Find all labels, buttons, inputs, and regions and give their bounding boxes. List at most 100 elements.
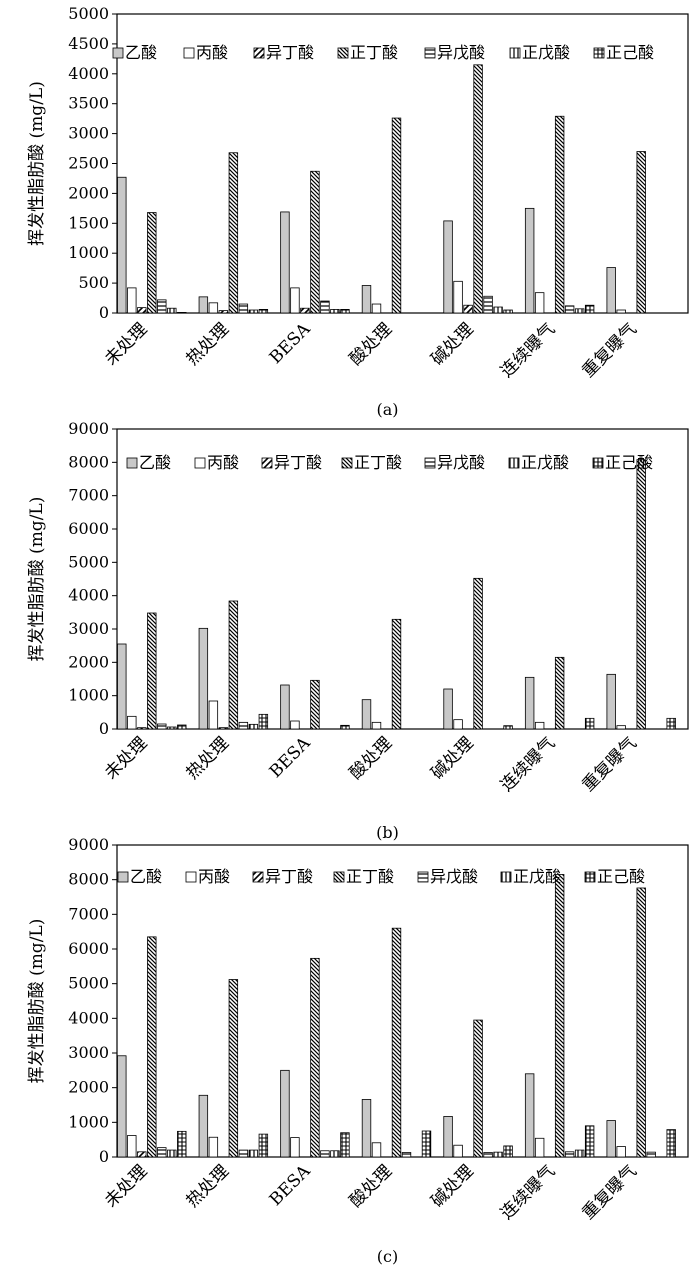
- bar-正己酸-酸处理: [421, 1130, 432, 1158]
- y-tick-label: 8000: [68, 870, 109, 889]
- category-label: 重复曝气: [579, 319, 641, 381]
- legend-entry: 异戊酸: [437, 453, 485, 472]
- legend-swatch: [126, 457, 138, 469]
- bar-正己酸-连续曝气: [584, 1125, 595, 1158]
- legend-entry: 乙酸: [130, 867, 162, 886]
- bar-正戊酸-热处理: [248, 309, 259, 314]
- bar-乙酸-重复曝气: [606, 267, 616, 314]
- bar-丙酸-热处理: [208, 302, 219, 314]
- y-tick-label: 1000: [68, 686, 109, 705]
- y-tick-label: 3000: [68, 1043, 109, 1062]
- bar-正己酸-连续曝气: [584, 304, 595, 314]
- plot-frame: [116, 428, 689, 730]
- bar-正丁酸-酸处理: [391, 117, 402, 314]
- bar-正丁酸-连续曝气: [554, 874, 565, 1158]
- bar-正丁酸-酸处理: [391, 927, 402, 1158]
- y-tick-label: 8000: [68, 452, 109, 471]
- bar-正己酸-未处理: [177, 724, 187, 730]
- bar-正戊酸-碱处理: [493, 306, 503, 314]
- bar-异丁酸-未处理: [137, 307, 147, 314]
- bar-丙酸-重复曝气: [616, 725, 626, 730]
- bar-正丁酸-碱处理: [473, 1019, 483, 1158]
- bar-正丁酸-重复曝气: [636, 459, 646, 730]
- bar-正戊酸-未处理: [167, 307, 177, 314]
- y-tick-label: 6000: [68, 519, 109, 538]
- bar-乙酸-未处理: [117, 1055, 127, 1158]
- legend-swatch: [592, 457, 604, 469]
- bar-乙酸-连续曝气: [524, 1073, 535, 1158]
- y-tick-label: 4000: [68, 64, 109, 83]
- legend-entry: 正戊酸: [513, 867, 561, 886]
- category-label: 重复曝气: [579, 733, 641, 795]
- bar-异丁酸-未处理: [137, 1151, 147, 1158]
- bar-正己酸-重复曝气: [666, 717, 676, 730]
- legend-entry: 乙酸: [125, 43, 157, 62]
- legend-swatch: [500, 871, 512, 883]
- bar-丙酸-连续曝气: [534, 292, 545, 314]
- category-label: BESA: [266, 1161, 315, 1210]
- bar-正己酸-碱处理: [503, 725, 513, 730]
- legend-swatch: [333, 871, 345, 883]
- y-tick-label: 6000: [68, 939, 109, 958]
- panel-label: (b): [376, 823, 399, 842]
- legend-entry: 正丁酸: [346, 867, 394, 886]
- bar-正丁酸-热处理: [228, 600, 239, 730]
- y-axis-label: 挥发性脂肪酸 (mg/L): [27, 81, 47, 246]
- legend-swatch: [509, 47, 521, 59]
- bar-正己酸-BESA: [340, 309, 350, 314]
- bar-正丁酸-未处理: [147, 612, 157, 730]
- category-label: 酸处理: [346, 733, 396, 783]
- bar-正丁酸-连续曝气: [554, 115, 565, 314]
- bar-正丁酸-BESA: [310, 679, 320, 730]
- y-tick-label: 0: [99, 303, 109, 322]
- bar-乙酸-BESA: [280, 684, 290, 730]
- bar-丙酸-酸处理: [371, 1142, 382, 1158]
- bar-正己酸-热处理: [258, 1133, 269, 1158]
- category-label: 热处理: [183, 1161, 233, 1211]
- chart-panel-2: 0 1000 2000 3000 4000 5000 6000 7000 8000 9000 挥发性…: [27, 835, 689, 1266]
- category-label: 连续曝气: [497, 1161, 559, 1223]
- bar-乙酸-BESA: [280, 211, 290, 314]
- bar-正戊酸-热处理: [248, 723, 259, 730]
- bar-正戊酸-连续曝气: [574, 308, 585, 314]
- bar-丙酸-碱处理: [453, 280, 463, 314]
- bar-丙酸-碱处理: [453, 719, 463, 730]
- legend-entry: 丙酸: [198, 867, 230, 886]
- legend-swatch: [261, 457, 273, 469]
- bar-丙酸-未处理: [127, 1135, 137, 1158]
- y-axis-label: 挥发性脂肪酸 (mg/L): [27, 919, 47, 1084]
- bar-乙酸-热处理: [198, 1094, 209, 1158]
- bar-异戊酸-热处理: [238, 721, 249, 730]
- bar-异戊酸-连续曝气: [564, 305, 575, 314]
- y-tick-label: 7000: [68, 486, 109, 505]
- bar-异戊酸-连续曝气: [564, 1151, 575, 1158]
- y-tick-label: 2500: [68, 154, 109, 173]
- bar-正丁酸-碱处理: [473, 577, 483, 730]
- bar-正戊酸-热处理: [248, 1149, 259, 1158]
- bar-正丁酸-未处理: [147, 936, 157, 1158]
- legend-entry: 乙酸: [139, 453, 171, 472]
- bar-正己酸-热处理: [258, 309, 269, 314]
- bar-正丁酸-重复曝气: [636, 887, 646, 1158]
- chart-panels: 0 500 1000 1500 2000 2500 3000 3500 4000 4500 5000…: [27, 4, 689, 1266]
- category-label: 酸处理: [346, 1161, 396, 1211]
- y-tick-label: 4000: [68, 1008, 109, 1027]
- chart-panel-1: 0 1000 2000 3000 4000 5000 6000 7000 8000 9000 挥发性…: [27, 419, 689, 842]
- legend-entry: 正戊酸: [522, 43, 570, 62]
- bar-正戊酸-未处理: [167, 726, 177, 730]
- category-label: 碱处理: [427, 733, 477, 783]
- y-tick-label: 2000: [68, 183, 109, 202]
- y-tick-label: 1000: [68, 243, 109, 262]
- legend-entry: 异丁酸: [265, 867, 313, 886]
- legend-swatch: [508, 457, 520, 469]
- bar-异戊酸-重复曝气: [646, 1151, 656, 1158]
- bar-丙酸-未处理: [127, 715, 137, 730]
- bar-丙酸-酸处理: [371, 721, 382, 730]
- bar-乙酸-热处理: [198, 627, 209, 730]
- bar-正丁酸-BESA: [310, 170, 320, 314]
- category-label: 未处理: [101, 1161, 151, 1211]
- y-tick-label: 2000: [68, 1078, 109, 1097]
- legend-entry: 正丁酸: [350, 43, 398, 62]
- legend-swatch: [252, 871, 264, 883]
